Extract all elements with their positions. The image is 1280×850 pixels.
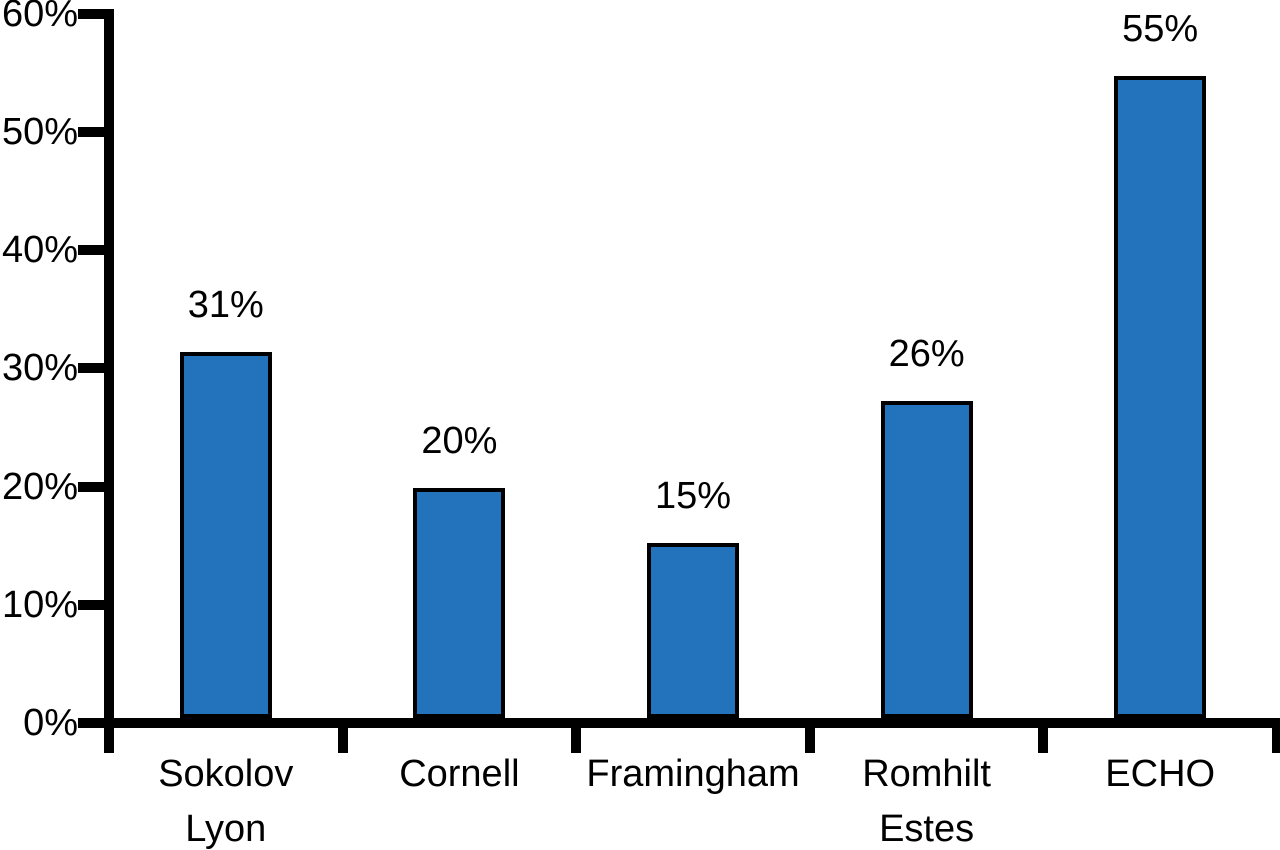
x-axis-tick: [571, 723, 582, 753]
bar-category-label: Framingham: [586, 753, 800, 795]
y-axis-tick: [78, 8, 104, 19]
bar-value-label: 15%: [654, 475, 732, 518]
bar-value-label: 31%: [187, 283, 264, 326]
bar-value-label: 55%: [1122, 8, 1199, 51]
y-axis-tick-label: 60%: [1, 0, 78, 35]
y-axis-tick: [78, 245, 104, 256]
y-axis-tick-label: 0%: [23, 702, 78, 744]
x-axis-tick: [1038, 723, 1049, 753]
y-axis-tick-label: 20%: [1, 465, 78, 508]
y-axis-tick: [78, 718, 104, 728]
bar-category-label: ECHO: [1105, 753, 1216, 795]
y-axis-tick: [78, 481, 104, 492]
y-axis-tick-label: 40%: [1, 229, 78, 272]
bar-category-label: Sokolov Lyon: [158, 753, 294, 850]
bar: [413, 487, 506, 718]
bar-category-label: Romhilt Estes: [862, 753, 991, 850]
y-axis-line: [104, 9, 114, 753]
y-axis-tick-label: 50%: [1, 111, 78, 153]
x-axis-tick: [337, 723, 348, 753]
y-axis-tick-label: 30%: [1, 347, 78, 390]
bar-value-label: 20%: [421, 419, 498, 462]
y-axis-tick: [78, 127, 104, 137]
y-axis-tick-label: 10%: [1, 583, 78, 626]
bar-category-label: Cornell: [399, 753, 520, 795]
x-axis-tick: [104, 723, 114, 753]
y-axis-tick: [78, 363, 104, 374]
bar: [179, 351, 272, 718]
y-axis-tick: [78, 599, 104, 610]
x-axis-line: [104, 718, 1280, 728]
bar: [880, 401, 973, 718]
bar: [647, 543, 739, 718]
bar-value-label: 26%: [888, 333, 965, 376]
x-axis-tick: [804, 723, 815, 753]
x-axis-tick: [1272, 723, 1280, 753]
bar: [1114, 76, 1207, 718]
